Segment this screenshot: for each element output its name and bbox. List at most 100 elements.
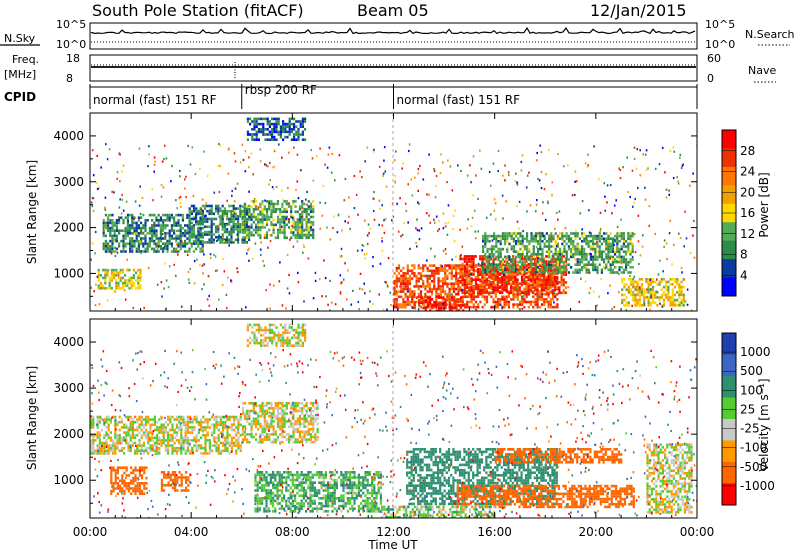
heatmap-cell <box>316 155 318 158</box>
heatmap-cell <box>667 296 670 299</box>
heatmap-cell <box>343 199 346 202</box>
heatmap-cell <box>208 304 211 307</box>
heatmap-cell <box>181 213 184 217</box>
heatmap-cell <box>218 142 220 146</box>
heatmap-cell <box>297 281 300 284</box>
heatmap-cell <box>413 285 416 288</box>
heatmap-cell <box>393 300 396 304</box>
heatmap-cell <box>545 173 547 176</box>
heatmap-cell <box>514 180 517 183</box>
heatmap-cell <box>441 298 445 301</box>
heatmap-cell <box>592 255 595 259</box>
heatmap-cell <box>505 303 508 306</box>
heatmap-cell <box>412 306 414 309</box>
heatmap-cell <box>517 237 520 240</box>
heatmap-cell <box>567 247 570 251</box>
heatmap-cell <box>501 263 504 266</box>
heatmap-cell <box>158 439 161 442</box>
heatmap-cell <box>241 241 244 244</box>
heatmap-cell <box>248 235 251 239</box>
heatmap-cell <box>693 256 696 259</box>
heatmap-cell <box>520 275 524 279</box>
heatmap-cell <box>310 149 312 152</box>
heatmap-cell <box>254 231 258 234</box>
heatmap-cell <box>636 288 639 291</box>
heatmap-cell <box>481 288 484 292</box>
heatmap-cell <box>124 237 127 240</box>
heatmap-cell <box>493 271 496 274</box>
heatmap-cell <box>129 237 132 240</box>
heatmap-cell <box>547 253 550 256</box>
heatmap-cell <box>191 146 194 149</box>
heatmap-cell <box>530 234 533 238</box>
heatmap-cell <box>288 218 290 221</box>
heatmap-cell <box>557 153 559 156</box>
heatmap-cell <box>415 274 418 278</box>
heatmap-cell <box>587 271 590 274</box>
heatmap-cell <box>286 253 289 256</box>
heatmap-cell <box>528 255 531 259</box>
heatmap-cell <box>201 232 204 235</box>
heatmap-cell <box>273 138 276 141</box>
heatmap-cell <box>435 290 438 293</box>
heatmap-cell <box>281 228 284 232</box>
heatmap-cell <box>113 191 115 194</box>
heatmap-cell <box>578 250 581 253</box>
heatmap-cell <box>241 238 244 242</box>
heatmap-cell <box>665 188 668 191</box>
heatmap-cell <box>236 267 238 270</box>
heatmap-cell <box>625 288 628 291</box>
heatmap-cell <box>457 298 460 301</box>
heatmap-cell <box>157 219 160 222</box>
heatmap-cell <box>495 242 498 246</box>
heatmap-cell <box>575 229 577 232</box>
heatmap-cell <box>578 247 581 251</box>
heatmap-cell <box>113 268 116 272</box>
heatmap-cell <box>490 277 493 280</box>
heatmap-cell <box>312 215 315 219</box>
heatmap-cell <box>168 239 171 243</box>
heatmap-cell <box>169 433 172 437</box>
heatmap-cell <box>455 300 458 304</box>
heatmap-cell <box>90 441 93 445</box>
heatmap-cell <box>570 242 573 246</box>
heatmap-cell <box>461 272 464 275</box>
heatmap-cell <box>372 150 375 153</box>
heatmap-cell <box>505 283 508 287</box>
heatmap-cell <box>678 296 681 299</box>
heatmap-cell <box>226 212 229 216</box>
heatmap-cell <box>549 278 552 282</box>
heatmap-cell <box>124 229 127 232</box>
heatmap-cell <box>548 260 551 264</box>
heatmap-cell <box>148 153 150 156</box>
heatmap-cell <box>151 449 154 453</box>
heatmap-cell <box>118 232 121 235</box>
heatmap-cell <box>115 239 118 243</box>
heatmap-cell <box>482 271 485 274</box>
heatmap-cell <box>219 423 222 427</box>
heatmap-cell <box>136 444 139 447</box>
heatmap-cell <box>574 253 577 256</box>
heatmap-cell <box>290 213 293 216</box>
heatmap-cell <box>137 268 140 272</box>
heatmap-cell <box>223 212 226 216</box>
heatmap-cell <box>249 133 252 136</box>
heatmap-cell <box>583 250 586 253</box>
heatmap-cell <box>202 428 205 432</box>
heatmap-cell <box>508 266 511 269</box>
heatmap-cell <box>219 431 222 434</box>
heatmap-cell <box>234 238 237 242</box>
heatmap-cell <box>186 253 189 256</box>
heatmap-cell <box>237 228 240 231</box>
heatmap-cell <box>214 255 217 258</box>
heatmap-cell <box>270 205 273 208</box>
heatmap-cell <box>512 232 515 235</box>
heatmap-cell <box>494 272 497 275</box>
nsearch-label: N.Search <box>745 28 795 41</box>
heatmap-cell <box>140 418 143 421</box>
heatmap-cell <box>92 446 95 450</box>
heatmap-cell <box>506 247 509 251</box>
heatmap-cell <box>503 295 506 299</box>
heatmap-cell <box>457 285 460 288</box>
heatmap-cell <box>486 247 489 251</box>
